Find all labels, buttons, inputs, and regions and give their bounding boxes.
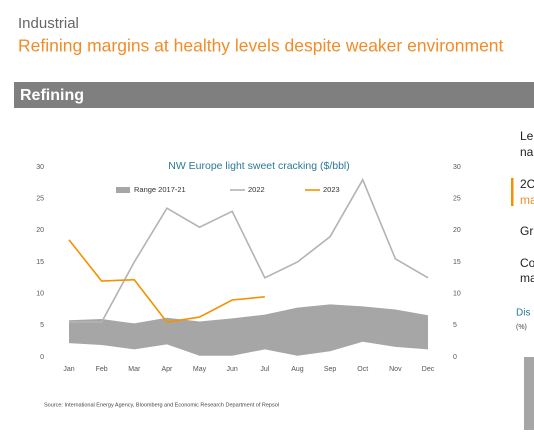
- chart-title: NW Europe light sweet cracking ($/bbl): [168, 160, 350, 172]
- legend-label: 2023: [323, 185, 340, 194]
- x-tick-label: Dec: [422, 366, 435, 373]
- y-tick-label: 10: [36, 291, 44, 298]
- legend-swatch: [116, 187, 130, 193]
- y2-tick-label: 25: [453, 196, 461, 203]
- y-tick-label: 20: [36, 227, 44, 234]
- section-band: [14, 82, 534, 108]
- x-tick-label: Oct: [357, 366, 368, 373]
- section-label: Industrial: [18, 15, 79, 32]
- y2-tick-label: 30: [453, 164, 461, 171]
- slide-title: Refining margins at healthy levels despi…: [18, 36, 504, 56]
- x-tick-label: Feb: [96, 366, 108, 373]
- series-line: [69, 177, 429, 323]
- side-bar: [524, 357, 534, 430]
- series-line: [68, 239, 265, 324]
- side-subtitle: Dis: [516, 308, 530, 319]
- range-band: [69, 304, 428, 356]
- source-note: Source: International Energy Agency, Blo…: [44, 402, 279, 408]
- legend-label: 2022: [248, 185, 265, 194]
- y2-tick-label: 10: [453, 291, 461, 298]
- side-text: ma: [520, 271, 534, 285]
- y2-tick-label: 5: [453, 322, 457, 329]
- x-tick-label: Jun: [227, 366, 238, 373]
- y-tick-label: 0: [40, 354, 44, 361]
- y-tick-label: 25: [36, 196, 44, 203]
- legend-label: Range 2017-21: [134, 185, 186, 194]
- accent-bar: [511, 178, 514, 206]
- y-tick-label: 15: [36, 259, 44, 266]
- y-tick-label: 30: [36, 164, 44, 171]
- y2-tick-label: 15: [453, 259, 461, 266]
- x-tick-label: Jan: [63, 366, 74, 373]
- side-text: na: [520, 145, 534, 159]
- side-unit: (%): [516, 324, 527, 331]
- y2-tick-label: 20: [453, 227, 461, 234]
- side-text: Gr: [520, 224, 533, 238]
- x-tick-label: Jul: [260, 366, 269, 373]
- x-tick-label: Mar: [128, 366, 141, 373]
- x-tick-label: May: [193, 366, 207, 373]
- y-tick-label: 5: [40, 322, 44, 329]
- side-text: Le: [520, 129, 534, 143]
- side-text: Co: [520, 256, 534, 270]
- side-text: 2C: [520, 177, 534, 191]
- x-tick-label: Aug: [291, 366, 304, 373]
- x-tick-label: Apr: [161, 366, 173, 373]
- x-tick-label: Nov: [389, 366, 402, 373]
- side-text: ma: [520, 193, 534, 207]
- band-label: Refining: [20, 87, 84, 104]
- x-tick-label: Sep: [324, 366, 337, 373]
- y2-tick-label: 0: [453, 354, 457, 361]
